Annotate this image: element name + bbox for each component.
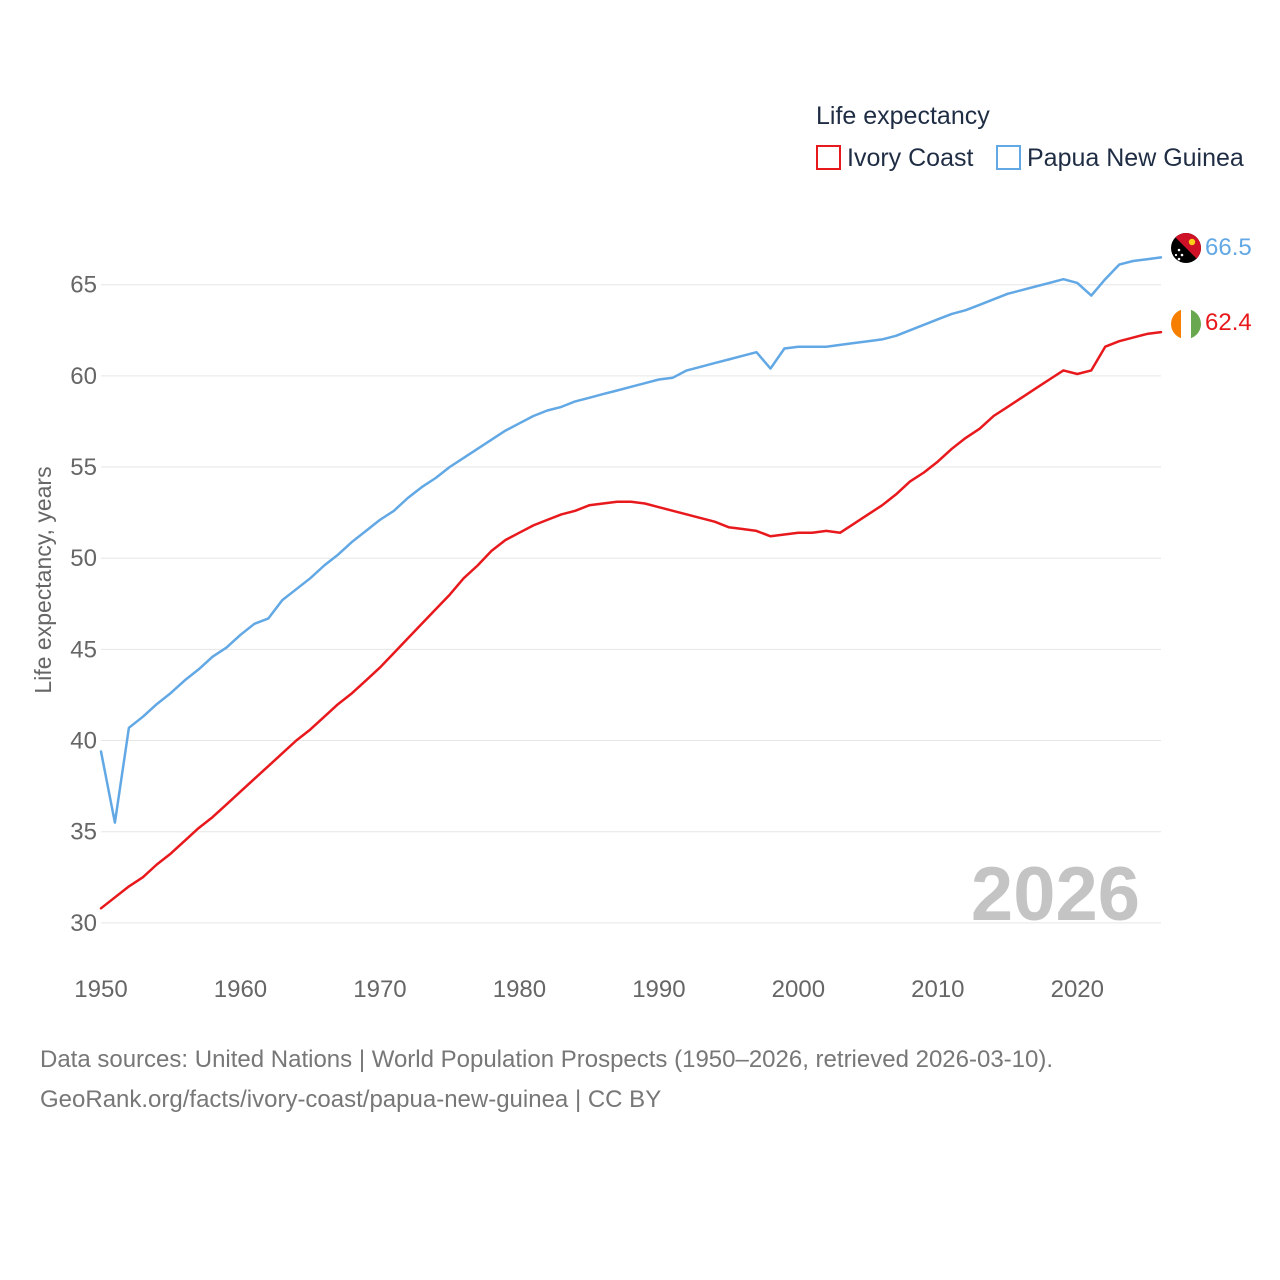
x-tick-label-2010: 2010 (911, 976, 964, 1003)
y-tick-label-55: 55 (70, 454, 97, 481)
grid-lines (101, 284, 1161, 924)
legend: Life expectancy Ivory Coast Papua New Gu… (816, 102, 1244, 172)
y-tick-label-45: 45 (70, 636, 97, 663)
line-chart: 30 35 40 45 50 55 60 65 1950 1960 1970 1980 1990 200… (30, 102, 1252, 1003)
x-tick-label-2000: 2000 (772, 976, 825, 1003)
x-tick-label-1950: 1950 (74, 976, 127, 1003)
x-tick-label-1960: 1960 (214, 976, 267, 1003)
y-tick-label-35: 35 (70, 819, 97, 846)
end-label-papua-new-guinea: 66.5 (1205, 234, 1252, 261)
x-tick-label-1990: 1990 (632, 976, 685, 1003)
source-line-2[interactable]: GeoRank.org/facts/ivory-coast/papua-new-… (40, 1086, 662, 1113)
x-axis-ticks: 1950 1960 1970 1980 1990 2000 2010 2020 (74, 976, 1104, 1003)
y-tick-label-60: 60 (70, 363, 97, 390)
y-axis-ticks: 30 35 40 45 50 55 60 65 (70, 272, 97, 937)
legend-label-ivory-coast: Ivory Coast (847, 144, 973, 172)
source-line-1: Data sources: United Nations | World Pop… (40, 1046, 1054, 1073)
legend-label-papua-new-guinea: Papua New Guinea (1027, 144, 1244, 172)
legend-item-ivory-coast[interactable]: Ivory Coast (816, 144, 973, 172)
year-watermark: 2026 (971, 852, 1140, 937)
legend-swatch-papua-new-guinea (996, 145, 1021, 170)
papua-new-guinea-flag-icon (1171, 233, 1201, 263)
x-tick-label-1980: 1980 (493, 976, 546, 1003)
x-tick-label-2020: 2020 (1051, 976, 1104, 1003)
x-tick-label-1970: 1970 (353, 976, 406, 1003)
y-axis-title: Life expectancy, years (30, 466, 56, 693)
legend-item-papua-new-guinea[interactable]: Papua New Guinea (996, 144, 1244, 172)
legend-swatch-ivory-coast (816, 145, 841, 170)
y-tick-label-65: 65 (70, 272, 97, 299)
data-source-note: Data sources: United Nations | World Pop… (40, 1040, 1260, 1120)
y-tick-label-50: 50 (70, 545, 97, 572)
series-line-ivory-coast (99, 330, 1163, 910)
series-line-papua-new-guinea (99, 256, 1163, 824)
legend-title: Life expectancy (816, 102, 990, 130)
end-label-ivory-coast: 62.4 (1205, 309, 1252, 336)
series-lines (99, 256, 1163, 910)
y-tick-label-40: 40 (70, 728, 97, 755)
ivory-coast-flag-icon (1171, 309, 1201, 339)
y-tick-label-30: 30 (70, 910, 97, 937)
